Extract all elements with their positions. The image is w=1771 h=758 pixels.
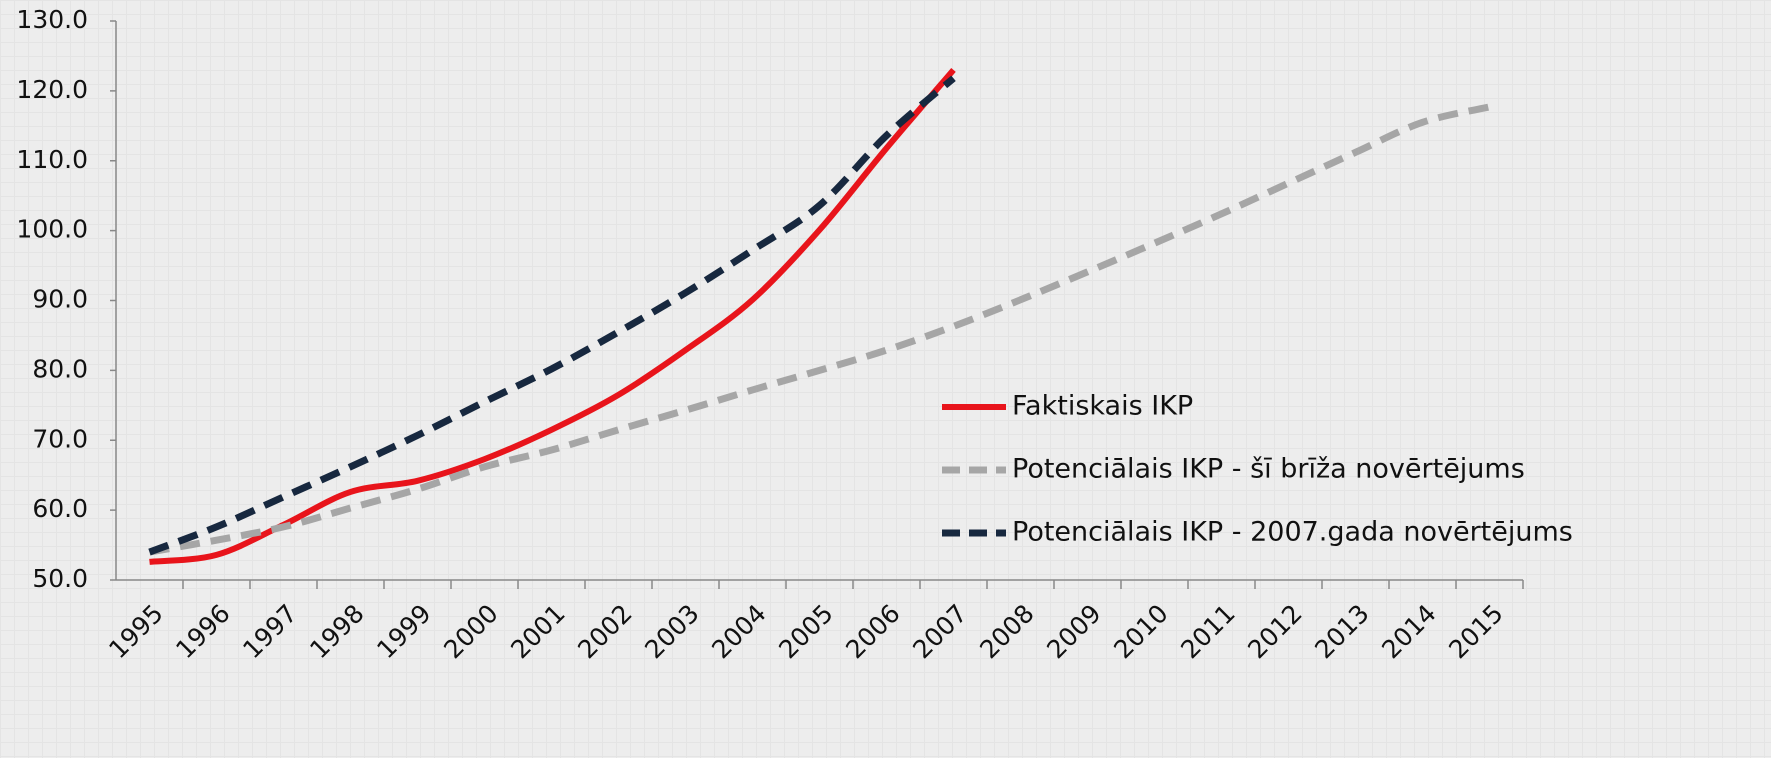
x-tick-label: 2015 — [1443, 599, 1508, 664]
x-tick-label: 2009 — [1041, 599, 1106, 664]
x-tick-label: 2001 — [505, 599, 570, 664]
x-tick-label: 2012 — [1242, 599, 1307, 664]
y-tick-label: 110.0 — [16, 145, 88, 174]
y-tick-label: 70.0 — [32, 424, 88, 453]
x-tick-label: 1998 — [304, 599, 369, 664]
series-line — [148, 75, 956, 556]
x-tick-label: 2005 — [773, 599, 838, 664]
y-tick-label: 130.0 — [16, 5, 88, 34]
x-tick-label: 2011 — [1175, 599, 1240, 664]
x-tick-label: 2004 — [706, 599, 771, 664]
y-tick-label: 50.0 — [32, 564, 88, 593]
y-tick-label: 80.0 — [32, 354, 88, 383]
x-tick-label: 1995 — [103, 599, 168, 664]
x-tick-label: 2008 — [974, 599, 1039, 664]
x-tick-label: 1996 — [170, 599, 235, 664]
x-tick-label: 2014 — [1376, 599, 1441, 664]
x-tick-label: 2013 — [1309, 599, 1374, 664]
y-tick-label: 90.0 — [32, 285, 88, 314]
x-tick-label: 2003 — [639, 599, 704, 664]
y-tick-label: 120.0 — [16, 75, 88, 104]
legend-label: Potenciālais IKP - 2007.gada novērtējums — [1012, 517, 1573, 548]
y-tick-label: 100.0 — [16, 215, 88, 244]
x-tick-label: 2006 — [840, 599, 905, 664]
y-tick-label: 60.0 — [32, 494, 88, 523]
x-tick-label: 2010 — [1108, 599, 1173, 664]
x-tick-label: 1997 — [237, 599, 302, 664]
x-tick-label: 1999 — [371, 599, 436, 664]
legend-label: Faktiskais IKP — [1012, 391, 1193, 422]
x-tick-label: 2007 — [907, 599, 972, 664]
legend-label: Potenciālais IKP - šī brīža novērtējums — [1012, 454, 1525, 485]
series-line — [149, 67, 956, 565]
series-line — [148, 103, 1491, 556]
x-tick-label: 2002 — [572, 599, 637, 664]
x-tick-label: 2000 — [438, 599, 503, 664]
